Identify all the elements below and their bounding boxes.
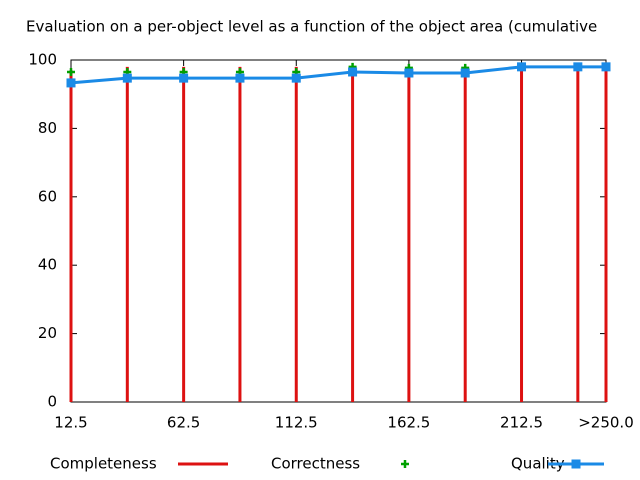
y-tick-label: 20 [38,324,57,342]
y-tick-label: 40 [38,256,57,274]
x-tick-label: 212.5 [500,414,543,432]
y-tick-label: 80 [38,119,57,137]
marker [404,68,414,78]
x-tick-label: 162.5 [387,414,430,432]
x-tick-label: >250.0 [578,414,634,432]
marker [573,62,583,72]
legend-label: Quality [511,455,565,473]
marker [235,73,245,83]
legend-swatch [401,460,409,468]
y-tick-label: 60 [38,187,57,205]
marker [291,73,301,83]
y-tick-label: 0 [47,393,57,411]
marker [179,73,189,83]
legend-swatch [571,459,581,469]
marker [601,62,611,72]
marker [517,62,527,72]
marker [122,73,132,83]
marker [460,68,470,78]
plot-border [70,59,607,403]
marker [348,67,358,77]
y-tick-label: 100 [28,51,57,69]
x-tick-label: 112.5 [275,414,318,432]
x-tick-label: 62.5 [167,414,200,432]
x-tick-label: 12.5 [54,414,87,432]
point [67,67,75,76]
marker [66,78,76,88]
chart-title: Evaluation on a per-object level as a fu… [26,18,597,36]
legend-label: Correctness [271,455,360,473]
legend-label: Completeness [50,455,157,473]
